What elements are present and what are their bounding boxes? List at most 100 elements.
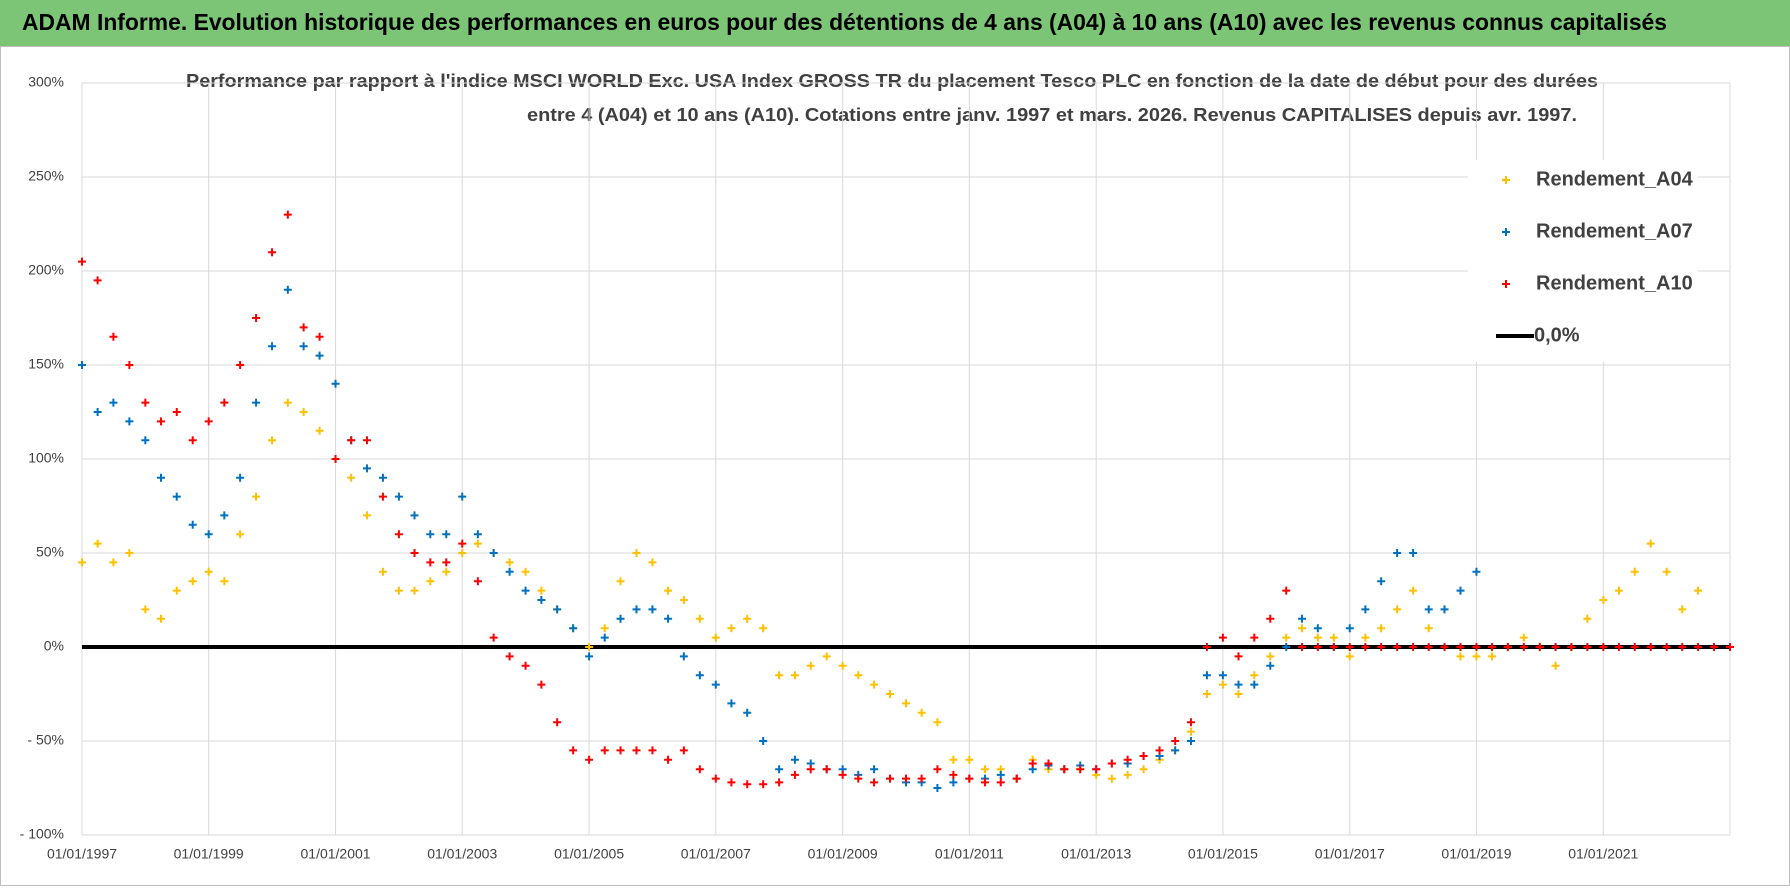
series-2 — [78, 210, 1734, 789]
marker — [1092, 765, 1101, 774]
marker — [299, 408, 308, 416]
marker — [1044, 759, 1053, 768]
x-tick-label: 01/01/2007 — [681, 846, 751, 862]
marker — [775, 671, 784, 680]
marker — [806, 765, 815, 774]
marker — [236, 361, 245, 369]
marker — [426, 577, 435, 586]
marker — [458, 549, 467, 557]
marker — [505, 567, 514, 576]
marker — [870, 778, 879, 787]
marker — [1409, 549, 1418, 557]
marker — [822, 765, 831, 774]
marker — [1298, 643, 1307, 651]
marker — [204, 530, 213, 539]
marker — [1614, 643, 1623, 651]
marker — [870, 680, 879, 689]
marker — [585, 755, 594, 764]
marker — [1519, 633, 1528, 642]
marker — [1329, 633, 1338, 642]
marker — [711, 774, 720, 783]
marker — [521, 586, 530, 595]
marker — [315, 332, 324, 341]
chart-title: entre 4 (A04) et 10 ans (A10). Cotations… — [527, 105, 1577, 125]
marker — [1107, 774, 1116, 783]
marker — [283, 285, 292, 294]
marker — [204, 567, 213, 576]
marker — [1266, 652, 1275, 661]
legend-label: 0,0% — [1534, 324, 1580, 346]
marker — [331, 379, 340, 388]
marker — [854, 671, 863, 680]
marker — [331, 455, 340, 463]
x-tick-label: 01/01/2019 — [1441, 846, 1511, 862]
marker — [172, 492, 181, 501]
marker — [252, 314, 261, 322]
marker — [1694, 643, 1703, 651]
marker — [1488, 643, 1497, 651]
marker — [1282, 633, 1291, 642]
marker — [1630, 567, 1639, 576]
marker — [156, 417, 165, 426]
marker — [268, 342, 277, 351]
marker — [489, 549, 498, 557]
marker — [711, 633, 720, 642]
marker — [743, 614, 752, 623]
marker — [283, 210, 292, 219]
marker — [521, 661, 530, 670]
marker — [1218, 633, 1227, 642]
marker — [1472, 643, 1481, 651]
marker — [537, 596, 546, 604]
marker — [394, 530, 403, 539]
marker — [1393, 549, 1402, 557]
marker — [252, 492, 261, 501]
marker — [1139, 765, 1148, 774]
marker — [188, 520, 197, 529]
marker — [648, 605, 657, 614]
marker — [1424, 624, 1433, 633]
marker — [933, 718, 942, 727]
marker — [458, 492, 467, 501]
marker — [1076, 765, 1085, 774]
marker — [236, 530, 245, 539]
marker — [1361, 633, 1370, 642]
marker — [378, 567, 387, 576]
marker — [378, 492, 387, 501]
marker — [1234, 652, 1243, 661]
marker — [1662, 567, 1671, 576]
marker — [1345, 624, 1354, 633]
marker — [1503, 643, 1512, 651]
marker — [268, 436, 277, 445]
marker — [1472, 652, 1481, 661]
marker — [156, 614, 165, 623]
marker — [1107, 759, 1116, 768]
marker — [727, 778, 736, 787]
marker — [1424, 605, 1433, 614]
marker — [394, 492, 403, 501]
marker — [537, 586, 546, 595]
marker — [220, 511, 229, 520]
marker — [949, 755, 958, 764]
marker — [109, 558, 118, 567]
marker — [473, 577, 482, 586]
marker — [1551, 661, 1560, 670]
x-tick-label: 01/01/2001 — [301, 846, 371, 862]
marker — [902, 774, 910, 783]
marker — [78, 558, 86, 567]
marker — [1409, 643, 1418, 651]
marker — [569, 746, 578, 755]
marker — [616, 746, 625, 755]
marker — [1456, 652, 1465, 661]
marker — [648, 746, 657, 755]
marker — [109, 398, 118, 407]
marker — [378, 473, 387, 482]
marker — [537, 680, 546, 689]
y-tick-label: - 100% — [20, 826, 64, 842]
marker — [949, 778, 958, 787]
marker — [600, 633, 609, 642]
marker — [965, 774, 974, 783]
marker — [711, 680, 720, 689]
marker — [489, 633, 498, 642]
x-tick-label: 01/01/2009 — [808, 846, 878, 862]
marker — [426, 530, 435, 539]
